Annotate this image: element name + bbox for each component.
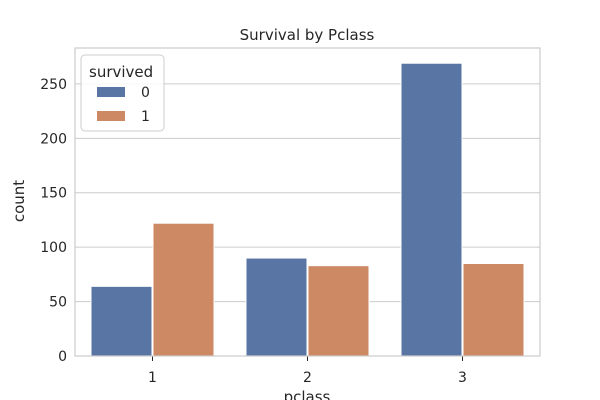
y-tick-label: 50 — [49, 295, 67, 311]
y-axis-ticks: 0 50 100 150 200 250 — [40, 77, 67, 365]
legend: survived 0 1 — [80, 54, 165, 132]
y-axis-label: count — [10, 180, 28, 222]
x-tick-label: 3 — [458, 370, 467, 386]
legend-label-1: 1 — [141, 109, 150, 125]
legend-label-0: 0 — [141, 85, 150, 101]
y-tick-label: 250 — [40, 77, 67, 93]
x-tick-label: 2 — [303, 370, 312, 386]
bar-pclass-1-survived-0 — [90, 285, 153, 357]
bar-pclass-3-survived-0 — [400, 62, 463, 357]
bar-pclass-3-survived-1 — [462, 262, 525, 357]
legend-swatch-1 — [97, 111, 125, 121]
bars — [90, 62, 525, 357]
y-tick-label: 200 — [40, 131, 67, 147]
legend-swatch-0 — [97, 87, 125, 97]
x-axis-ticks: 1 2 3 — [148, 356, 467, 386]
bar-pclass-2-survived-0 — [245, 257, 308, 357]
y-tick-label: 150 — [40, 186, 67, 202]
chart-title: Survival by Pclass — [240, 26, 375, 44]
legend-title: survived — [89, 63, 153, 81]
bar-pclass-2-survived-1 — [307, 265, 370, 357]
x-tick-label: 1 — [148, 370, 157, 386]
x-axis-label: pclass — [284, 388, 331, 400]
y-tick-label: 100 — [40, 240, 67, 256]
bar-pclass-1-survived-1 — [152, 222, 215, 357]
plot-frame — [74, 47, 541, 357]
y-tick-label: 0 — [58, 349, 67, 365]
